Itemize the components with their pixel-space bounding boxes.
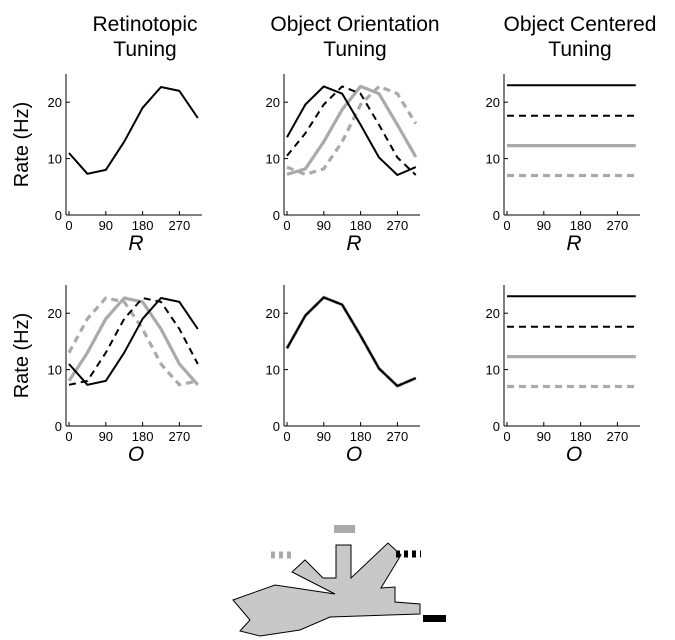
x-tick-label: 90 xyxy=(537,218,551,233)
col2-title-line2: Tuning xyxy=(323,38,386,61)
x-tick-label: 0 xyxy=(65,218,72,233)
panel-row1-col2: 0 10 20 0 90 180 270 R xyxy=(266,74,420,255)
marker-gray-solid xyxy=(334,525,355,533)
y-tick-label: 0 xyxy=(493,208,500,223)
col2-title-line1: Object Orientation xyxy=(270,13,439,36)
y-tick-label: 10 xyxy=(266,363,280,378)
panel-row1-col3: 0 10 20 0 90 180 270 R xyxy=(486,74,640,255)
x-tick-label: 180 xyxy=(570,429,592,444)
object-illustration xyxy=(232,525,446,637)
x-tick-label: 180 xyxy=(350,429,372,444)
y-tick-label: 20 xyxy=(266,95,280,110)
y-tick-label: 10 xyxy=(266,152,280,167)
x-tick-label: 90 xyxy=(317,429,331,444)
x-tick-label: 0 xyxy=(283,218,290,233)
y-tick-label: 0 xyxy=(55,419,62,434)
series-line-0 xyxy=(286,296,417,387)
y-tick-label: 20 xyxy=(266,306,280,321)
y-tick-label: 10 xyxy=(48,152,62,167)
x-tick-label: 180 xyxy=(570,218,592,233)
y-tick-label: 0 xyxy=(493,419,500,434)
marker-black-solid xyxy=(423,615,446,622)
y-tick-label: 0 xyxy=(273,419,280,434)
series-line-3 xyxy=(285,295,417,388)
x-axis-label: O xyxy=(128,443,144,466)
y-tick-label: 20 xyxy=(48,95,62,110)
x-tick-label: 180 xyxy=(132,429,154,444)
x-tick-label: 0 xyxy=(65,429,72,444)
x-tick-label: 90 xyxy=(99,218,113,233)
x-tick-label: 270 xyxy=(607,218,629,233)
x-tick-label: 180 xyxy=(132,218,154,233)
col3-title-line2: Tuning xyxy=(548,38,611,61)
x-tick-label: 270 xyxy=(169,218,191,233)
x-tick-label: 0 xyxy=(503,429,510,444)
y-axis-label: Rate (Hz) xyxy=(11,313,33,399)
col1-title-line2: Tuning xyxy=(113,38,176,61)
y-tick-label: 20 xyxy=(486,95,500,110)
object-shape xyxy=(232,542,421,637)
y-tick-label: 20 xyxy=(486,306,500,321)
x-axis-label: O xyxy=(346,443,362,466)
panel-row2-col2: 0 10 20 0 90 180 270 O xyxy=(266,285,420,466)
x-tick-label: 180 xyxy=(350,218,372,233)
panel-row2-col3: 0 10 20 0 90 180 270 O xyxy=(486,285,640,466)
series-line-2 xyxy=(286,84,418,176)
series-line-1 xyxy=(286,85,417,176)
y-tick-label: 0 xyxy=(55,208,62,223)
y-tick-label: 10 xyxy=(48,363,62,378)
x-tick-label: 270 xyxy=(607,429,629,444)
y-tick-label: 10 xyxy=(486,363,500,378)
series-line-3 xyxy=(67,296,199,387)
x-tick-label: 0 xyxy=(503,218,510,233)
x-tick-label: 0 xyxy=(283,429,290,444)
x-tick-label: 90 xyxy=(99,429,113,444)
x-tick-label: 270 xyxy=(169,429,191,444)
col1-title-line1: Retinotopic xyxy=(92,13,197,36)
series-line-1 xyxy=(286,296,417,387)
y-axis-label: Rate (Hz) xyxy=(11,102,33,188)
x-tick-label: 90 xyxy=(537,429,551,444)
series-line-2 xyxy=(67,296,199,386)
x-axis-label: O xyxy=(566,443,582,466)
series-line-0 xyxy=(286,85,417,176)
x-tick-label: 270 xyxy=(387,429,409,444)
panel-row1-col1: 0 10 20 0 90 180 270 R Rate (Hz) xyxy=(11,74,202,255)
y-tick-label: 20 xyxy=(48,306,62,321)
x-axis-label: R xyxy=(566,232,581,255)
panel-row2-col1: 0 10 20 0 90 180 270 O Rate (Hz) xyxy=(11,285,202,466)
x-tick-label: 90 xyxy=(317,218,331,233)
x-axis-label: R xyxy=(128,232,143,255)
series-line-2 xyxy=(285,295,417,388)
series-line-1 xyxy=(68,297,199,386)
series-line-0 xyxy=(68,86,199,175)
x-axis-label: R xyxy=(346,232,361,255)
series-line-0 xyxy=(68,297,199,386)
col3-title-line1: Object Centered xyxy=(504,13,657,36)
x-tick-label: 270 xyxy=(387,218,409,233)
y-tick-label: 10 xyxy=(486,152,500,167)
y-tick-label: 0 xyxy=(273,208,280,223)
